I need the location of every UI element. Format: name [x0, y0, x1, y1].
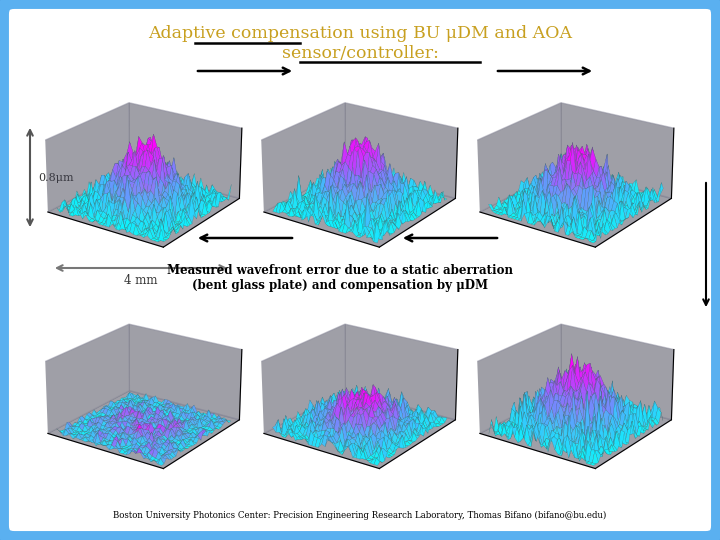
Text: (bent glass plate) and compensation by μDM: (bent glass plate) and compensation by μ…	[192, 280, 488, 293]
Text: sensor/controller:: sensor/controller:	[282, 44, 438, 62]
Text: Adaptive compensation using BU μDM and AOA: Adaptive compensation using BU μDM and A…	[148, 25, 572, 43]
Text: Boston University Photonics Center: Precision Engineering Research Laboratory, T: Boston University Photonics Center: Prec…	[113, 510, 607, 519]
Text: 0.8μm: 0.8μm	[38, 173, 73, 183]
Text: Measured wavefront error due to a static aberration: Measured wavefront error due to a static…	[167, 264, 513, 276]
Text: 4 mm: 4 mm	[125, 273, 158, 287]
